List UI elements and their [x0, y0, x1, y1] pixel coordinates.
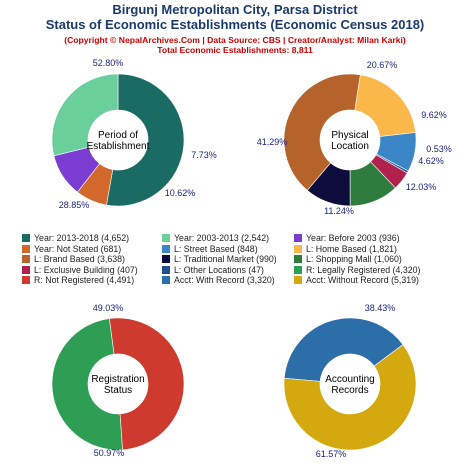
donut-hole	[88, 110, 148, 170]
donut-chart-1: 52.80% 7.73% 10.62% 28.85% Period ofEstablis…	[51, 58, 217, 210]
donut-chart-2: 20.67% 9.62% 0.53% 4.62% 12.03% 11.24% 41.29% P…	[257, 60, 452, 216]
legend-swatch	[22, 255, 30, 264]
legend-swatch	[162, 265, 170, 274]
slice-percent-label: 9.62%	[421, 110, 447, 120]
legend-label: Year: 2003-2013 (2,542)	[174, 233, 270, 243]
slice-percent-label: 50.97%	[94, 448, 125, 458]
donut-center-label: Accounting	[325, 374, 374, 385]
donut-hole	[320, 110, 380, 170]
legend-item: Year: 2003-2013 (2,542)	[162, 233, 269, 243]
legend-item: L: Shopping Mall (1,060)	[294, 254, 402, 264]
legend-item: Acct: With Record (3,320)	[162, 275, 275, 285]
legend-swatch	[22, 244, 30, 253]
donut-slice	[51, 73, 119, 157]
legend-item: Year: Before 2003 (936)	[294, 233, 400, 243]
slice-percent-label: 61.57%	[316, 449, 347, 459]
legend-swatch	[22, 234, 30, 242]
donut-center-label: Records	[331, 385, 368, 396]
legend-item: L: Traditional Market (990)	[162, 254, 277, 264]
legend-label: R: Legally Registered (4,320)	[306, 264, 421, 275]
slice-percent-label: 10.62%	[165, 188, 196, 198]
legend-label: L: Exclusive Building (407)	[34, 264, 138, 275]
legend-label: L: Brand Based (3,638)	[34, 254, 125, 265]
legend-item: R: Legally Registered (4,320)	[294, 265, 420, 275]
slice-percent-label: 52.80%	[93, 58, 124, 68]
legend-item: L: Home Based (1,821)	[294, 244, 397, 254]
legend-label: Year: Not Stated (681)	[34, 243, 122, 254]
donut-center-label: Establishment	[87, 141, 150, 152]
slice-percent-label: 11.24%	[324, 206, 354, 216]
legend-item: Year: 2013-2018 (4,652)	[22, 233, 129, 243]
donut-center-label: Period of	[98, 130, 138, 141]
legend-label: L: Home Based (1,821)	[306, 243, 397, 254]
donut-center-label: Status	[104, 385, 132, 396]
legend-label: Year: 2013-2018 (4,652)	[34, 233, 130, 243]
slice-percent-label: 4.62%	[418, 156, 444, 166]
slice-percent-label: 7.73%	[191, 150, 217, 160]
slice-percent-label: 12.03%	[406, 182, 437, 192]
legend-label: Acct: With Record (3,320)	[174, 275, 275, 286]
legend-swatch	[294, 255, 302, 264]
legend-swatch	[162, 234, 170, 242]
legend-item: Year: Not Stated (681)	[22, 244, 121, 254]
legend-label: L: Other Locations (47)	[174, 264, 264, 275]
total-establishments: Total Economic Establishments: 8,811	[157, 45, 313, 55]
chart-title: Birgunj Metropolitan City, Parsa Distric…	[112, 2, 358, 17]
legend-swatch	[22, 265, 30, 274]
legend-item: L: Other Locations (47)	[162, 265, 264, 275]
legend-item: L: Exclusive Building (407)	[22, 265, 138, 275]
slice-percent-label: 41.29%	[257, 137, 288, 147]
legend-swatch	[294, 244, 302, 253]
legend-label: L: Street Based (848)	[174, 243, 258, 254]
legend-item: R: Not Registered (4,491)	[22, 275, 134, 285]
slice-percent-label: 28.85%	[59, 200, 90, 210]
slice-percent-label: 49.03%	[93, 303, 124, 313]
legend-swatch	[294, 265, 302, 274]
legend-swatch	[162, 255, 170, 264]
legend-item: Acct: Without Record (5,319)	[294, 275, 419, 285]
slice-percent-label: 20.67%	[367, 60, 398, 70]
legend-item: L: Street Based (848)	[162, 244, 258, 254]
legend-swatch	[162, 244, 170, 253]
legend-swatch	[162, 276, 170, 285]
legend-swatch	[294, 234, 302, 242]
legend-label: L: Traditional Market (990)	[174, 254, 277, 265]
chart-subtitle: Status of Economic Establishments (Econo…	[45, 17, 425, 32]
donut-center-label: Physical	[331, 130, 368, 141]
legend-swatch	[22, 276, 30, 285]
donut-center-label: Location	[331, 141, 369, 152]
copyright-note: (Copyright © NepalArchives.Com | Data So…	[64, 35, 406, 45]
legend-label: Year: Before 2003 (936)	[306, 233, 400, 243]
donut-hole	[320, 354, 380, 414]
legend-label: Acct: Without Record (5,319)	[306, 275, 419, 286]
legend-label: R: Not Registered (4,491)	[34, 275, 135, 286]
donut-hole	[88, 354, 148, 414]
legend-item: L: Brand Based (3,638)	[22, 254, 125, 264]
legend-label: L: Shopping Mall (1,060)	[306, 254, 402, 265]
slice-percent-label: 38.43%	[365, 303, 396, 313]
legend-swatch	[294, 276, 302, 285]
slice-percent-label: 0.53%	[426, 144, 452, 154]
donut-center-label: Registration	[91, 374, 144, 385]
